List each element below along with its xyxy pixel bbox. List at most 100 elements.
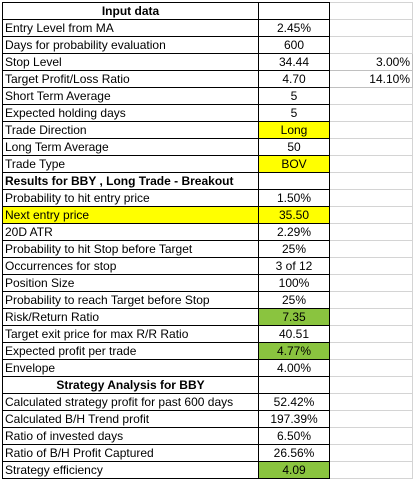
value-cell[interactable]: 26.56%: [258, 444, 330, 462]
label-cell[interactable]: Trade Direction: [2, 121, 259, 139]
label-cell[interactable]: Envelope: [2, 359, 259, 377]
extra-cell[interactable]: [329, 2, 413, 20]
label-cell[interactable]: Strategy Analysis for BBY: [2, 376, 259, 394]
results-header-row: Results for BBY , Long Trade - Breakout: [2, 172, 413, 190]
extra-cell[interactable]: [329, 291, 413, 309]
value-cell[interactable]: 2.45%: [258, 19, 330, 37]
value-cell[interactable]: 2.29%: [258, 223, 330, 241]
extra-cell[interactable]: [329, 87, 413, 105]
extra-cell[interactable]: [329, 206, 413, 224]
label-cell[interactable]: Ratio of invested days: [2, 427, 259, 445]
extra-cell[interactable]: [329, 155, 413, 173]
label-cell[interactable]: Calculated strategy profit for past 600 …: [2, 393, 259, 411]
table-row: Entry Level from MA 2.45%: [2, 19, 413, 37]
extra-cell[interactable]: [329, 19, 413, 37]
table-row: Trade Direction Long: [2, 121, 413, 139]
value-cell[interactable]: 5: [258, 104, 330, 122]
extra-cell[interactable]: [329, 121, 413, 139]
extra-cell[interactable]: [329, 257, 413, 275]
table-row: Risk/Return Ratio 7.35: [2, 308, 413, 326]
extra-cell[interactable]: [329, 240, 413, 258]
extra-cell[interactable]: [329, 223, 413, 241]
table-body: Input data Entry Level from MA 2.45% Days f…: [2, 2, 413, 479]
extra-cell[interactable]: [329, 172, 413, 190]
value-cell[interactable]: 40.51: [258, 325, 330, 343]
section-header-row: Input data: [2, 2, 413, 20]
extra-cell[interactable]: [329, 274, 413, 292]
value-cell[interactable]: 25%: [258, 291, 330, 309]
value-cell[interactable]: BOV: [258, 155, 330, 173]
extra-cell[interactable]: [329, 444, 413, 462]
value-cell[interactable]: 7.35: [258, 308, 330, 326]
value-cell[interactable]: 197.39%: [258, 410, 330, 428]
label-cell[interactable]: Trade Type: [2, 155, 259, 173]
extra-cell[interactable]: [329, 359, 413, 377]
value-cell[interactable]: 4.70: [258, 70, 330, 88]
label-cell[interactable]: Long Term Average: [2, 138, 259, 156]
label-cell[interactable]: Days for probability evaluation: [2, 36, 259, 54]
value-cell[interactable]: 600: [258, 36, 330, 54]
table-row: Calculated B/H Trend profit 197.39%: [2, 410, 413, 428]
label-cell[interactable]: Ratio of B/H Profit Captured: [2, 444, 259, 462]
label-cell[interactable]: Probability to reach Target before Stop: [2, 291, 259, 309]
extra-cell[interactable]: [329, 189, 413, 207]
extra-cell[interactable]: [329, 342, 413, 360]
extra-cell[interactable]: [329, 410, 413, 428]
label-cell[interactable]: Expected profit per trade: [2, 342, 259, 360]
label-cell[interactable]: Stop Level: [2, 53, 259, 71]
table-row: Long Term Average 50: [2, 138, 413, 156]
value-cell[interactable]: [258, 172, 330, 190]
extra-cell[interactable]: [329, 461, 413, 479]
table-row: 20D ATR 2.29%: [2, 223, 413, 241]
table-row: Ratio of B/H Profit Captured 26.56%: [2, 444, 413, 462]
label-cell[interactable]: Results for BBY , Long Trade - Breakout: [2, 172, 259, 190]
table-row: Target Profit/Loss Ratio 4.70 14.10%: [2, 70, 413, 88]
table-row: Short Term Average 5: [2, 87, 413, 105]
value-cell[interactable]: 50: [258, 138, 330, 156]
label-cell[interactable]: Position Size: [2, 274, 259, 292]
extra-cell[interactable]: [329, 138, 413, 156]
label-cell[interactable]: Expected holding days: [2, 104, 259, 122]
table-row: Trade Type BOV: [2, 155, 413, 173]
table-row: Expected holding days 5: [2, 104, 413, 122]
table-row: Stop Level 34.44 3.00%: [2, 53, 413, 71]
label-cell[interactable]: Target exit price for max R/R Ratio: [2, 325, 259, 343]
extra-cell[interactable]: [329, 376, 413, 394]
value-cell[interactable]: 52.42%: [258, 393, 330, 411]
label-cell[interactable]: Target Profit/Loss Ratio: [2, 70, 259, 88]
value-cell[interactable]: 35.50: [258, 206, 330, 224]
extra-cell[interactable]: [329, 36, 413, 54]
label-cell[interactable]: Probability to hit entry price: [2, 189, 259, 207]
extra-cell[interactable]: [329, 104, 413, 122]
value-cell[interactable]: [258, 2, 330, 20]
extra-cell[interactable]: 14.10%: [329, 70, 413, 88]
label-cell[interactable]: Strategy efficiency: [2, 461, 259, 479]
extra-cell[interactable]: [329, 325, 413, 343]
extra-cell[interactable]: [329, 427, 413, 445]
value-cell[interactable]: 1.50%: [258, 189, 330, 207]
value-cell[interactable]: 6.50%: [258, 427, 330, 445]
extra-cell[interactable]: [329, 308, 413, 326]
value-cell[interactable]: 3 of 12: [258, 257, 330, 275]
value-cell[interactable]: 34.44: [258, 53, 330, 71]
value-cell[interactable]: 4.00%: [258, 359, 330, 377]
label-cell[interactable]: 20D ATR: [2, 223, 259, 241]
label-cell[interactable]: Next entry price: [2, 206, 259, 224]
value-cell[interactable]: 4.77%: [258, 342, 330, 360]
label-cell[interactable]: Input data: [2, 2, 259, 20]
value-cell[interactable]: [258, 376, 330, 394]
value-cell[interactable]: 25%: [258, 240, 330, 258]
value-cell[interactable]: 5: [258, 87, 330, 105]
label-cell[interactable]: Entry Level from MA: [2, 19, 259, 37]
label-cell[interactable]: Risk/Return Ratio: [2, 308, 259, 326]
value-cell[interactable]: 100%: [258, 274, 330, 292]
label-cell[interactable]: Probability to hit Stop before Target: [2, 240, 259, 258]
extra-cell[interactable]: 3.00%: [329, 53, 413, 71]
value-cell[interactable]: Long: [258, 121, 330, 139]
label-cell[interactable]: Occurrences for stop: [2, 257, 259, 275]
label-cell[interactable]: Calculated B/H Trend profit: [2, 410, 259, 428]
label-cell[interactable]: Short Term Average: [2, 87, 259, 105]
table-row: Expected profit per trade 4.77%: [2, 342, 413, 360]
value-cell[interactable]: 4.09: [258, 461, 330, 479]
extra-cell[interactable]: [329, 393, 413, 411]
